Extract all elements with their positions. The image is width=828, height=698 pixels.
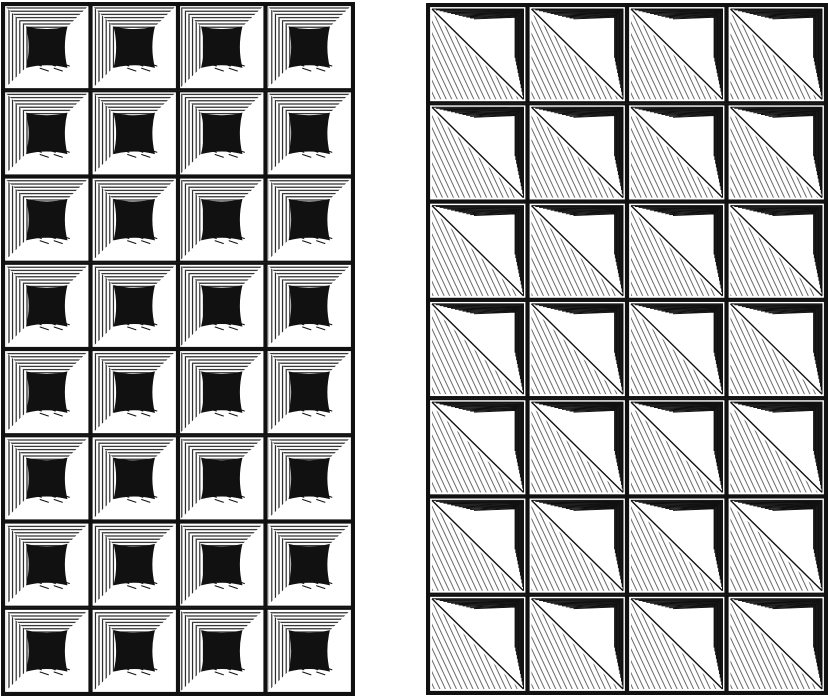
stud-cell xyxy=(626,299,727,399)
hollow-mark xyxy=(26,198,68,241)
hollow-mark xyxy=(201,285,243,327)
stud-cell xyxy=(626,594,727,694)
stud-cell xyxy=(177,348,266,436)
hollow-mark xyxy=(201,457,243,500)
hollow-mark xyxy=(113,457,155,500)
stud-cell xyxy=(90,607,179,695)
hollow-mark xyxy=(113,543,155,586)
stud-cell xyxy=(527,398,628,497)
hollow-mark xyxy=(26,285,68,327)
hollow-mark xyxy=(288,371,330,413)
stud-cell xyxy=(265,607,354,695)
hollow-mark xyxy=(201,543,243,586)
stud-cell xyxy=(427,496,528,595)
hollow-mark xyxy=(288,285,330,327)
hollow-mark xyxy=(288,543,330,586)
hollow-mark xyxy=(201,371,243,413)
hollow-mark xyxy=(288,26,330,68)
stud-cell xyxy=(90,348,179,436)
stud-cell xyxy=(427,299,528,399)
hollow-mark xyxy=(26,26,68,68)
stud-cell xyxy=(265,262,354,350)
hollow-mark xyxy=(201,198,243,241)
stud-cell xyxy=(265,521,354,608)
hollow-mark xyxy=(288,630,330,672)
stud-cell xyxy=(177,607,266,695)
stud-cell xyxy=(2,348,91,436)
hollow-mark xyxy=(113,198,155,241)
stud-cell xyxy=(2,3,91,91)
hollow-mark xyxy=(26,543,68,586)
stud-cell xyxy=(265,90,354,177)
hollow-mark xyxy=(113,285,155,327)
stud-cell xyxy=(726,496,827,595)
stud-cell xyxy=(177,90,266,177)
stud-cell xyxy=(427,398,528,497)
stud-cell xyxy=(2,90,91,177)
stud-cell xyxy=(265,435,354,522)
stud-cell xyxy=(527,594,628,694)
stud-cell xyxy=(90,3,179,91)
hollow-mark xyxy=(113,112,155,155)
stud-cell xyxy=(427,201,528,300)
hollow-mark xyxy=(201,630,243,672)
stud-cell xyxy=(726,103,827,202)
stud-cell xyxy=(626,496,727,595)
hollow-mark xyxy=(201,112,243,155)
stud-cell xyxy=(626,4,727,104)
hollow-mark xyxy=(26,112,68,155)
stud-cell xyxy=(726,201,827,300)
hollow-mark xyxy=(26,457,68,500)
hollow-mark xyxy=(26,630,68,672)
hollow-mark xyxy=(201,26,243,68)
stud-cell xyxy=(726,299,827,399)
stud-cell xyxy=(427,4,528,104)
hollow-mark xyxy=(288,112,330,155)
hollow-mark xyxy=(113,630,155,672)
stud-cell xyxy=(177,435,266,522)
stud-cell xyxy=(90,176,179,263)
stud-cell xyxy=(90,435,179,522)
stud-cell xyxy=(527,496,628,595)
stud-cell xyxy=(2,176,91,263)
stud-cell xyxy=(265,348,354,436)
stud-cell xyxy=(177,521,266,608)
stud-cell xyxy=(177,262,266,350)
stud-cell xyxy=(90,262,179,350)
hollow-mark xyxy=(288,457,330,500)
stud-cell xyxy=(427,103,528,202)
hollow-mark xyxy=(26,371,68,413)
stud-cell xyxy=(2,262,91,350)
stud-cell xyxy=(726,4,827,104)
stud-cell xyxy=(90,90,179,177)
hollow-mark xyxy=(288,198,330,241)
stud-cell xyxy=(726,594,827,694)
stud-cell xyxy=(626,201,727,300)
hollow-mark xyxy=(113,26,155,68)
stud-cell xyxy=(527,201,628,300)
stud-cell xyxy=(177,176,266,263)
stud-cell xyxy=(527,103,628,202)
stud-cell xyxy=(2,607,91,695)
stud-cell xyxy=(90,521,179,608)
stud-cell xyxy=(2,521,91,608)
left-panel-hollow-studs xyxy=(1,2,355,696)
stud-cell xyxy=(626,398,727,497)
stud-cell xyxy=(265,176,354,263)
stud-cell xyxy=(2,435,91,522)
hollow-mark xyxy=(113,371,155,413)
stud-cell xyxy=(177,3,266,91)
stud-cell xyxy=(427,594,528,694)
stud-cell xyxy=(626,103,727,202)
stud-cell xyxy=(527,299,628,399)
stud-cell xyxy=(726,398,827,497)
stud-cell xyxy=(527,4,628,104)
right-panel-pyramid-studs xyxy=(426,3,828,695)
stud-cell xyxy=(265,3,354,91)
